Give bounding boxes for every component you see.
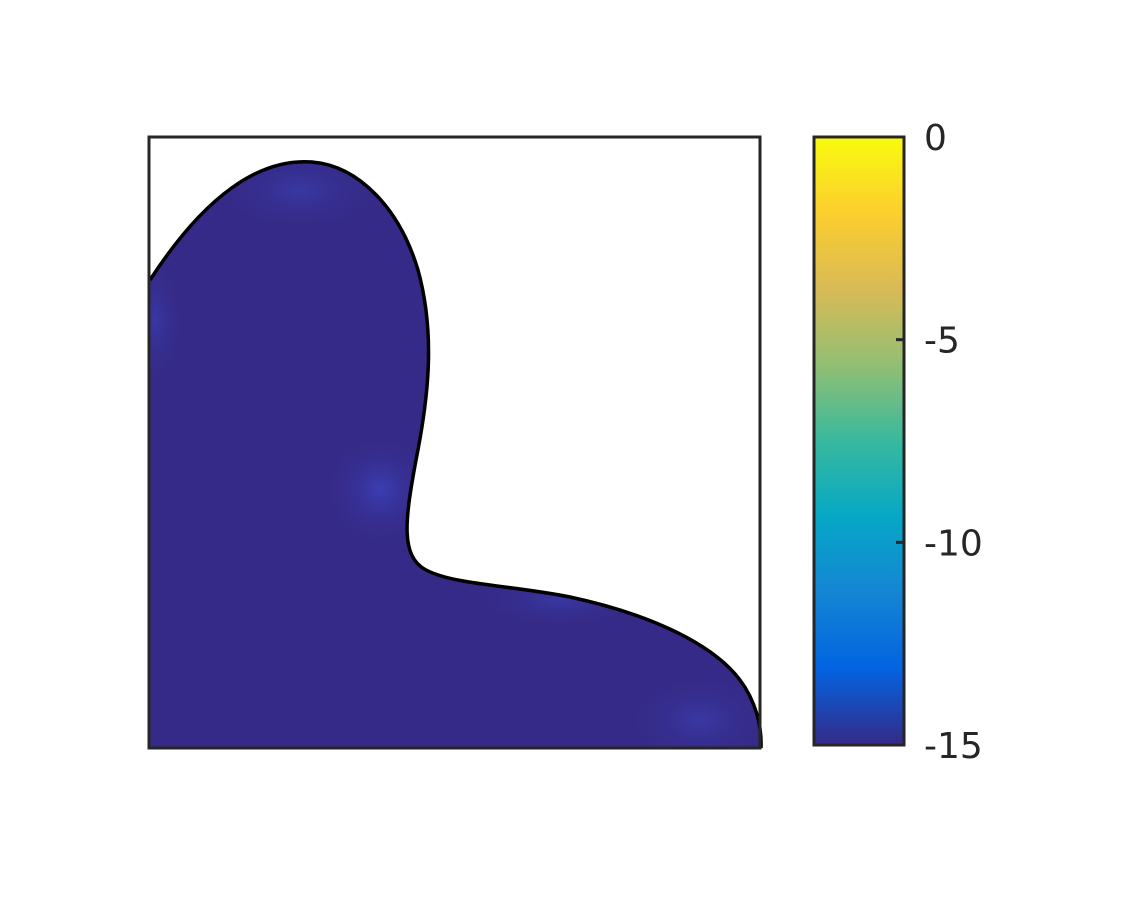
colorbar-tick-label: 0	[924, 118, 947, 159]
colorbar-box	[812, 135, 906, 747]
colorbar: 0 -5 -10 -15	[812, 118, 983, 767]
field-glow-left	[150, 250, 185, 390]
field-glow-corner	[620, 670, 762, 748]
colorbar-tick-label: -10	[924, 523, 983, 564]
axes	[147, 135, 763, 750]
colorbar-ticks: 0 -5 -10 -15	[896, 118, 983, 767]
axes-box	[147, 135, 762, 750]
domain-boundary	[148, 159, 763, 749]
colorbar-tick-label: -15	[924, 726, 983, 767]
colorbar-tick-label: -5	[924, 321, 960, 362]
colorbar-gradient	[814, 137, 904, 745]
